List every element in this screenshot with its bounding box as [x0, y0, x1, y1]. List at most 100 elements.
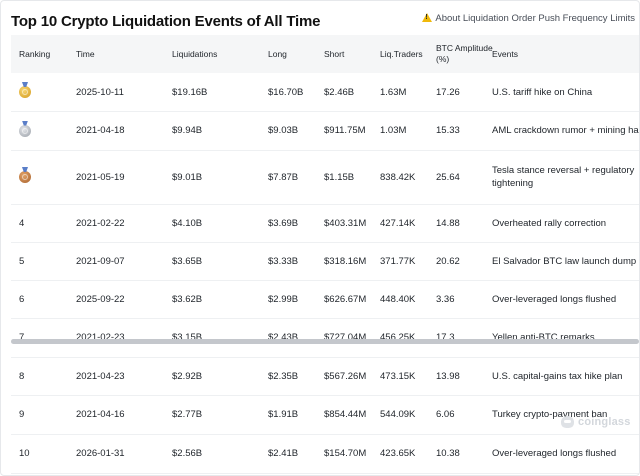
short-cell: $154.70M	[324, 448, 367, 459]
scrollbar-thumb[interactable]	[11, 339, 639, 344]
rank-number: 8	[19, 370, 25, 382]
liquidations-cell: $3.15B	[172, 332, 203, 343]
silver-medal-icon	[19, 124, 31, 137]
long-cell: $2.35B	[268, 370, 299, 382]
column-header-liquidations[interactable]: Liquidations	[172, 48, 218, 59]
liq-traders-cell: 456.25K	[380, 332, 416, 343]
liq-traders-cell: 427.14K	[380, 217, 416, 229]
time-cell: 2021-05-19	[76, 171, 125, 183]
short-cell: $626.67M	[324, 293, 367, 305]
column-header-time[interactable]: Time	[76, 48, 95, 59]
table-row[interactable]: 2025-10-11 $19.16B $16.70B $2.46B 1.63M 17.26…	[11, 73, 639, 112]
time-cell: 2021-02-23	[76, 332, 125, 343]
rank-number: 6	[19, 293, 25, 305]
liq-traders-cell: 423.65K	[380, 448, 416, 459]
rank-cell: 9	[19, 395, 24, 434]
coinglass-watermark: coinglass	[561, 416, 631, 428]
liq-traders-cell: 1.63M	[380, 86, 407, 98]
time-cell: 2026-01-31	[76, 448, 125, 459]
watermark-text: coinglass	[578, 416, 631, 428]
btc-amplitude-cell: 17.26	[436, 86, 460, 98]
event-cell: U.S. tariff hike on China	[492, 86, 593, 98]
rank-number: 10	[19, 448, 30, 459]
long-cell: $2.43B	[268, 332, 299, 343]
liq-traders-cell: 1.03M	[380, 125, 407, 136]
btc-amplitude-cell: 17.3	[436, 332, 455, 343]
rank-cell: 5	[19, 242, 24, 280]
rank-number: 4	[19, 217, 25, 229]
long-cell: $1.91B	[268, 409, 299, 420]
liq-traders-cell: 544.09K	[380, 409, 416, 420]
page-title: Top 10 Crypto Liquidation Events of All …	[11, 13, 321, 30]
about-liquidation-limits-link[interactable]: About Liquidation Order Push Frequency L…	[422, 13, 635, 24]
bronze-medal-icon	[19, 171, 31, 183]
rank-cell: 8	[19, 357, 24, 395]
table-row[interactable]: 9 2021-04-16 $2.77B $1.91B $854.44M 544.09K 6.…	[11, 395, 639, 435]
table-row[interactable]: 6 2025-09-22 $3.62B $2.99B $626.67M 448.40K 3.…	[11, 280, 639, 319]
table-row[interactable]: 2021-05-19 $9.01B $7.87B $1.15B 838.42K 25.64…	[11, 150, 639, 205]
long-cell: $9.03B	[268, 125, 299, 136]
column-header-events[interactable]: Events	[492, 48, 518, 59]
short-cell: $854.44M	[324, 409, 367, 420]
column-header-short[interactable]: Short	[324, 48, 345, 59]
long-cell: $16.70B	[268, 86, 304, 98]
time-cell: 2021-04-18	[76, 125, 125, 136]
short-cell: $403.31M	[324, 217, 367, 229]
long-cell: $2.99B	[268, 293, 299, 305]
column-header-long[interactable]: Long	[268, 48, 287, 59]
time-cell: 2025-09-22	[76, 293, 125, 305]
column-header-liq-traders[interactable]: Liq.Traders	[380, 48, 423, 59]
rank-cell	[19, 111, 31, 150]
rank-number: 5	[19, 255, 25, 267]
btc-amplitude-cell: 15.33	[436, 125, 460, 136]
liquidations-cell: $2.56B	[172, 448, 203, 459]
liquidations-cell: $3.62B	[172, 293, 203, 305]
table-header: Ranking Time Liquidations Long Short Liq…	[11, 35, 639, 73]
about-link-label: About Liquidation Order Push Frequency L…	[435, 13, 635, 24]
table-row[interactable]: 4 2021-02-22 $4.10B $3.69B $403.31M 427.14K 14…	[11, 204, 639, 243]
warning-icon	[422, 13, 433, 22]
btc-amplitude-cell: 20.62	[436, 255, 460, 267]
long-cell: $3.33B	[268, 255, 299, 267]
time-cell: 2025-10-11	[76, 86, 124, 98]
gold-medal-icon	[19, 86, 31, 98]
column-header-btc-amplitude[interactable]: BTC Amplitude (%)	[436, 43, 493, 64]
short-cell: $318.16M	[324, 255, 367, 267]
long-cell: $2.41B	[268, 448, 299, 459]
short-cell: $567.26M	[324, 370, 367, 382]
btc-amplitude-cell: 3.36	[436, 293, 455, 305]
column-header-ranking[interactable]: Ranking	[19, 48, 51, 59]
short-cell: $727.04M	[324, 332, 367, 343]
rank-cell	[19, 150, 31, 204]
liquidations-cell: $19.16B	[172, 86, 208, 98]
event-cell: Over-leveraged longs flushed	[492, 293, 617, 305]
rank-cell	[19, 73, 31, 111]
btc-amplitude-cell: 6.06	[436, 409, 455, 420]
liquidations-cell: $9.94B	[172, 125, 203, 136]
liq-traders-cell: 448.40K	[380, 293, 416, 305]
liq-traders-cell: 473.15K	[380, 370, 416, 382]
btc-amplitude-cell: 25.64	[436, 171, 460, 183]
table-row[interactable]: 10 2026-01-31 $2.56B $2.41B $154.70M 423.65K 1…	[11, 434, 639, 474]
liquidations-cell: $2.77B	[172, 409, 203, 420]
event-cell: U.S. capital-gains tax hike plan	[492, 370, 623, 382]
btc-amplitude-cell: 14.88	[436, 217, 460, 229]
event-cell: AML crackdown rumor + mining ha	[492, 125, 639, 136]
btc-amplitude-cell: 10.38	[436, 448, 460, 459]
table-row[interactable]: 5 2021-09-07 $3.65B $3.33B $318.16M 371.77K 20…	[11, 242, 639, 281]
rank-cell: 10	[19, 434, 30, 473]
short-cell: $2.46B	[324, 86, 355, 98]
table-row[interactable]: 7 2021-02-23 $3.15B $2.43B $727.04M 456.25K 17…	[11, 318, 639, 358]
event-cell: Tesla stance reversal + regulatory tight…	[492, 165, 635, 189]
event-cell: Overheated rally correction	[492, 217, 607, 229]
event-cell: Yellen anti-BTC remarks	[492, 332, 595, 343]
liquidations-cell: $4.10B	[172, 217, 203, 229]
horizontal-scrollbar[interactable]	[11, 339, 639, 344]
time-cell: 2021-09-07	[76, 255, 125, 267]
rank-cell: 6	[19, 280, 24, 318]
event-cell: El Salvador BTC law launch dump	[492, 255, 637, 267]
table-row[interactable]: 8 2021-04-23 $2.92B $2.35B $567.26M 473.15K 13…	[11, 357, 639, 396]
rank-number: 7	[19, 332, 25, 343]
event-cell: Turkey crypto-payment ban	[492, 409, 608, 420]
table-row[interactable]: 2021-04-18 $9.94B $9.03B $911.75M 1.03M 15.33…	[11, 111, 639, 151]
